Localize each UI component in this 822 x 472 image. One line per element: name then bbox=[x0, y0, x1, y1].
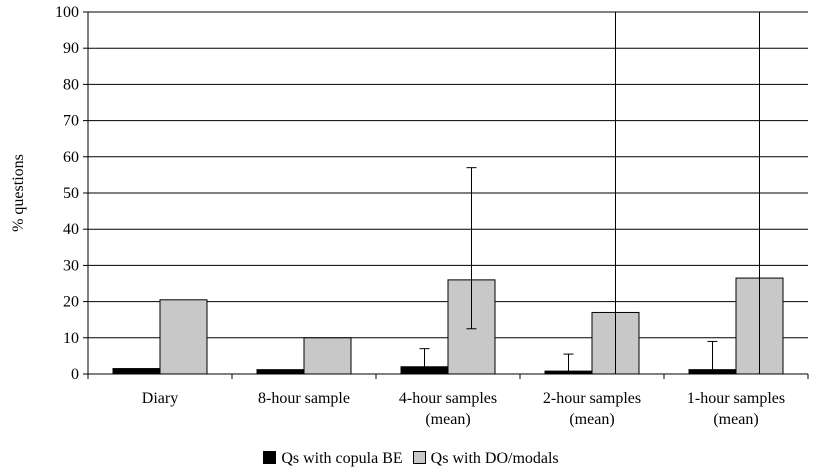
legend-swatch-do-modals bbox=[412, 451, 426, 464]
bar-copula-be bbox=[112, 368, 161, 375]
y-tick-label: 100 bbox=[55, 4, 79, 21]
x-category-label-line: 4-hour samples bbox=[399, 390, 497, 407]
bars bbox=[112, 277, 784, 375]
x-category-label-line: (mean) bbox=[569, 411, 614, 428]
bar-copula-be bbox=[688, 369, 737, 375]
x-category-label: Diary bbox=[142, 390, 178, 407]
x-category-label-line: 2-hour samples bbox=[543, 390, 641, 407]
y-tick-label: 50 bbox=[63, 185, 79, 202]
legend-label-copula-be: Qs with copula BE bbox=[281, 450, 403, 467]
legend-label-do-modals: Qs with DO/modals bbox=[430, 450, 559, 467]
x-category-label-line: (mean) bbox=[425, 411, 470, 428]
y-tick-label: 40 bbox=[63, 221, 79, 238]
x-category-label-line: 1-hour samples bbox=[687, 390, 785, 407]
y-tick-label: 70 bbox=[63, 113, 79, 130]
x-category-label: 8-hour sample bbox=[258, 390, 350, 407]
bar-copula-be bbox=[256, 369, 305, 375]
bar-copula-be bbox=[400, 366, 449, 375]
x-category-label-line: 8-hour sample bbox=[258, 390, 350, 407]
legend-swatch-copula-be bbox=[263, 451, 277, 464]
x-category-label-line: Diary bbox=[142, 390, 178, 407]
error-bars bbox=[419, 11, 765, 374]
y-tick-label: 10 bbox=[63, 330, 79, 347]
y-axis-title: % questions bbox=[10, 154, 27, 232]
y-tick-label: 30 bbox=[63, 257, 79, 274]
y-tick-labels: 0 10 20 30 40 50 60 70 80 90 100 bbox=[55, 4, 79, 383]
y-tick-label: 80 bbox=[63, 76, 79, 93]
x-category-label-line: (mean) bbox=[713, 411, 758, 428]
bar-do-modals bbox=[159, 299, 208, 375]
x-category-label: 4-hour samples (mean) bbox=[399, 390, 497, 428]
x-category-label: 1-hour samples (mean) bbox=[687, 390, 785, 428]
x-category-labels: Diary 8-hour sample 4-hour samples (mean)2-… bbox=[142, 390, 785, 428]
legend-item-do-modals: Qs with DO/modals bbox=[412, 450, 559, 468]
y-tick-label: 0 bbox=[71, 366, 79, 383]
y-tick-label: 60 bbox=[63, 149, 79, 166]
axes bbox=[83, 11, 809, 379]
legend: Qs with copula BE Qs with DO/modals bbox=[0, 450, 822, 468]
x-category-label: 2-hour samples (mean) bbox=[543, 390, 641, 428]
gridlines bbox=[88, 11, 808, 339]
bar-do-modals bbox=[303, 337, 352, 375]
y-tick-label: 90 bbox=[63, 40, 79, 57]
y-tick-label: 20 bbox=[63, 294, 79, 311]
legend-item-copula-be: Qs with copula BE bbox=[263, 450, 403, 468]
